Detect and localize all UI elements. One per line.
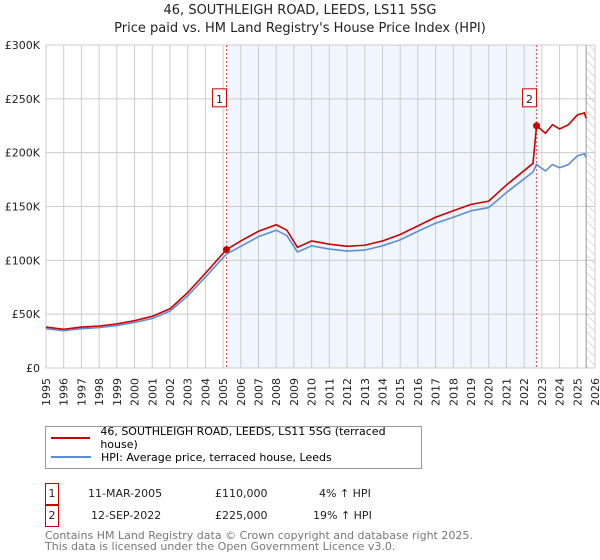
x-tick-label: 2024	[554, 378, 567, 406]
x-tick-label: 2002	[164, 378, 177, 406]
x-tick-label: 2011	[323, 378, 336, 406]
y-tick-label: £100K	[5, 254, 41, 267]
x-tick-label: 2016	[412, 378, 425, 406]
x-tick-label: 2008	[270, 378, 283, 406]
x-tick-label: 2025	[571, 378, 584, 406]
property-price-line	[45, 111, 587, 331]
footer: Contains HM Land Registry data © Crown c…	[45, 530, 473, 552]
sale-marker-number: 1	[216, 93, 223, 106]
sale-row-2: 2 12-SEP-2022 £225,000 19% ↑ HPI	[45, 505, 600, 527]
sale-hpi-diff: 4% ↑ HPI	[319, 487, 371, 500]
sale-marker-label: 1	[45, 483, 59, 505]
sale-marker-label: 2	[45, 505, 59, 527]
x-tick-label: 2003	[182, 378, 195, 406]
x-tick-label: 2004	[199, 378, 212, 406]
x-tick-label: 1997	[75, 378, 88, 406]
x-tick-label: 2005	[217, 378, 230, 406]
x-tick-label: 2017	[430, 378, 443, 406]
sale-hpi-diff: 19% ↑ HPI	[313, 509, 372, 522]
sale-date: 12-SEP-2022	[91, 509, 162, 522]
legend-label: HPI: Average price, terraced house, Leed…	[101, 450, 332, 464]
y-tick-label: £50K	[12, 308, 41, 321]
sale-point	[222, 246, 230, 254]
footer-line: This data is licensed under the Open Gov…	[45, 540, 396, 553]
sale-date: 11-MAR-2005	[88, 487, 163, 500]
sale-row-1: 1 11-MAR-2005 £110,000 4% ↑ HPI	[45, 483, 600, 505]
price-chart: 1995 1996 1997 1998 1999 2000 2001 2002 2003 2004…	[5, 39, 600, 406]
footer-line: Contains HM Land Registry data © Crown c…	[45, 529, 473, 542]
x-tick-label: 2014	[376, 378, 389, 406]
legend: 46, SOUTHLEIGH ROAD, LEEDS, LS11 5SG (te…	[45, 425, 422, 469]
y-tick-label: £150K	[5, 201, 41, 214]
sale-marker-box	[211, 88, 227, 108]
sale-point	[533, 122, 541, 130]
x-tick-label: 2009	[288, 378, 301, 406]
y-tick-label: £0	[26, 362, 40, 375]
sale-price: £110,000	[215, 487, 268, 500]
x-tick-label: 2006	[235, 378, 248, 406]
y-tick-label: £200K	[5, 147, 41, 160]
sale-price: £225,000	[215, 509, 268, 522]
x-tick-label: 2012	[341, 378, 354, 406]
x-tick-label: 1998	[93, 378, 106, 406]
x-tick-label: 2013	[359, 378, 372, 406]
hpi-line	[45, 152, 587, 332]
x-tick-label: 2000	[129, 378, 142, 406]
y-tick-label: £250K	[5, 93, 41, 106]
y-tick-label: £300K	[5, 39, 41, 52]
x-tick-label: 2021	[500, 378, 513, 406]
x-tick-label: 2001	[146, 378, 159, 406]
x-tick-label: 2019	[465, 378, 478, 406]
legend-swatch-blue	[51, 456, 91, 458]
x-tick-label: 2023	[536, 378, 549, 406]
x-tick-label: 2022	[518, 378, 531, 406]
x-tick-label: 2010	[306, 378, 319, 406]
legend-swatch-red	[51, 437, 91, 439]
chart-title: 46, SOUTHLEIGH ROAD, LEEDS, LS11 5SG	[163, 3, 437, 18]
x-tick-label: 2007	[253, 378, 266, 406]
x-tick-label: 2018	[447, 378, 460, 406]
x-tick-label: 1999	[111, 378, 124, 406]
x-tick-label: 2015	[394, 378, 407, 406]
sale-marker-number: 2	[526, 93, 533, 106]
x-tick-label: 2026	[589, 378, 600, 406]
sale-marker-box	[522, 88, 538, 108]
legend-label: 46, SOUTHLEIGH ROAD, LEEDS, LS11 5SG (te…	[100, 425, 386, 451]
legend-item-property: 46, SOUTHLEIGH ROAD, LEEDS, LS11 5SG (te…	[51, 425, 421, 451]
x-tick-label: 2020	[483, 378, 496, 406]
chart-subtitle: Price paid vs. HM Land Registry's House …	[114, 21, 486, 36]
x-tick-label: 1996	[58, 378, 71, 406]
legend-item-hpi: HPI: Average price, terraced house, Leed…	[51, 448, 332, 466]
x-tick-label: 1995	[40, 378, 53, 406]
